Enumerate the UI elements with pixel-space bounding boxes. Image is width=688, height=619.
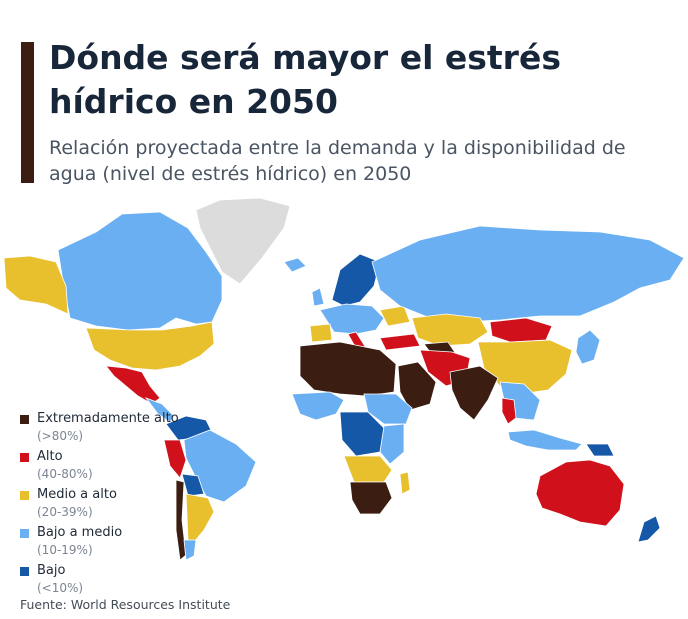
region-east-africa <box>379 423 405 465</box>
legend-range: (>80%) <box>37 429 84 443</box>
region-angola-zambia <box>343 455 393 483</box>
region-iceland <box>283 257 307 273</box>
region-india <box>449 365 499 421</box>
legend-label: Extremadamente alto <box>37 411 179 426</box>
region-west-africa <box>291 391 345 421</box>
region-thailand <box>501 397 517 425</box>
legend-item: Bajo (<10%) <box>20 563 190 597</box>
region-canada <box>57 211 223 331</box>
legend-label: Bajo a medio <box>37 525 123 540</box>
region-spain <box>309 323 333 343</box>
region-mongolia <box>489 317 553 343</box>
legend-item: Extremadamente alto (>80%) <box>20 411 190 445</box>
legend-label: Medio a alto <box>37 487 117 502</box>
region-argentina <box>185 493 215 543</box>
region-papua <box>585 443 615 457</box>
region-ukraine <box>379 305 411 327</box>
page-title: Dónde será mayor el estrés hídrico en 20… <box>49 38 561 121</box>
legend-swatch <box>20 415 29 424</box>
legend-item: Medio a alto (20-39%) <box>20 487 190 521</box>
legend-range: (10-19%) <box>37 543 93 557</box>
legend-item: Alto (40-80%) <box>20 449 190 483</box>
legend-range: (<10%) <box>37 581 84 595</box>
region-central-america <box>144 397 175 423</box>
region-greenland <box>195 197 291 285</box>
region-west-europe <box>319 303 385 335</box>
source-note: Fuente: World Resources Institute <box>20 597 231 612</box>
region-mexico <box>105 365 161 405</box>
region-turkey <box>379 333 421 351</box>
region-peru <box>163 439 187 479</box>
region-new-zealand <box>637 515 661 543</box>
legend-range: (40-80%) <box>37 467 93 481</box>
region-bolivia <box>181 473 205 497</box>
legend-swatch <box>20 453 29 462</box>
region-alaska <box>3 255 69 315</box>
legend-label: Alto <box>37 449 63 464</box>
region-korea-japan <box>575 329 601 365</box>
region-indonesia <box>507 429 583 451</box>
region-patagonia <box>183 539 197 561</box>
region-russia <box>371 225 685 323</box>
region-brazil <box>183 429 257 503</box>
title-accent-bar <box>21 42 34 183</box>
map-legend: Extremadamente alto (>80%) Alto (40-80%) Med… <box>20 411 190 601</box>
legend-range: (20-39%) <box>37 505 93 519</box>
region-arabia <box>397 361 437 411</box>
region-usa <box>85 321 215 371</box>
legend-item: Bajo a medio (10-19%) <box>20 525 190 559</box>
legend-label: Bajo <box>37 563 66 578</box>
region-southern-africa <box>349 481 393 515</box>
legend-swatch <box>20 491 29 500</box>
legend-swatch <box>20 567 29 576</box>
region-kazakhstan <box>411 313 489 347</box>
legend-swatch <box>20 529 29 538</box>
region-north-africa <box>299 341 397 397</box>
region-madagascar <box>399 471 411 495</box>
world-water-stress-map <box>3 197 685 561</box>
page-subtitle: Relación proyectada entre la demanda y l… <box>49 137 626 185</box>
region-australia <box>535 459 625 527</box>
region-uk <box>311 287 325 307</box>
